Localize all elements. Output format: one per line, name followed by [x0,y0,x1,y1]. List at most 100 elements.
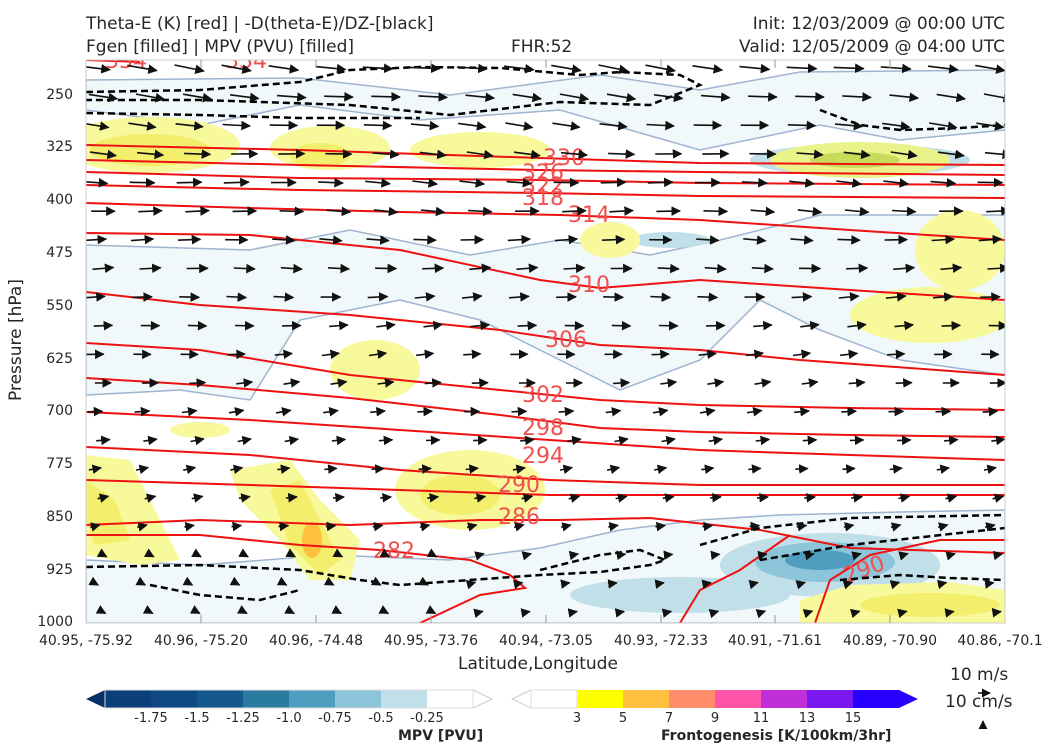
wind-arrow [329,320,349,331]
wind-arrow [181,406,198,417]
mpv-colorbar-title: MPV [PVU] [398,728,484,744]
wind-arrow [229,92,260,103]
wind-arrow [365,178,391,188]
wind-arrow [802,609,814,619]
wind-arrow [461,292,483,302]
wind-arrow [983,464,997,475]
wind-arrow [663,550,674,560]
wind-arrow [654,464,668,475]
wind-arrow [182,92,213,103]
wind-arrow [697,292,719,302]
wind-arrow [419,149,447,160]
wind-arrow [552,121,581,131]
wind-arrow [992,493,1005,503]
wind-arrow [514,522,525,532]
wind-arrow [792,349,812,360]
fgen-colorbar [510,689,918,709]
wind-arrow [367,292,389,302]
wind-arrow [756,492,769,503]
wind-arrow [851,493,864,503]
wind-arrow [885,292,907,302]
contour-label-314: 314 [568,203,610,228]
wind-arrow [227,349,246,360]
wind-arrow [982,406,999,417]
mpv-swatch-8 [427,690,473,708]
wind-arrow [556,292,577,302]
wind-arrow [272,235,296,245]
wind-arrow [791,292,813,302]
wind-arrow [703,206,729,217]
wind-arrow [614,608,626,618]
contour-label-294: 294 [522,444,564,469]
wind-arrow [278,521,290,532]
wind-arrow [605,407,622,417]
wind-arrow [708,608,720,619]
wind-arrow [656,206,682,216]
wind-arrow [237,605,248,615]
wind-arrow [370,576,382,586]
wind-arrow [372,149,400,159]
wind-arrow [562,206,587,216]
wind-arrow [331,435,347,446]
x-tick-5: 40.93, -72.33 [613,633,709,649]
wind-arrow [318,177,344,188]
wind-arrow [458,121,487,131]
wind-arrow [838,292,860,302]
wind-arrow [513,579,524,590]
wind-arrow [941,320,962,331]
wind-arrow [516,263,539,274]
wind-arrow [652,407,669,417]
wind-arrow [880,63,912,74]
wind-arrow [608,149,636,159]
wind-arrow [274,349,294,360]
wind-arrow [787,120,817,131]
y-tick-325: 325 [46,139,73,155]
wind-arrow [750,206,776,217]
wind-arrow [986,206,1005,216]
wind-arrow [380,493,393,503]
fgen-tick-6: 15 [844,711,862,726]
fgen-colorbar-title: Frontogenesis [K/100km/3hr] [661,728,892,744]
wind-arrow [177,234,202,245]
wind-arrow [504,63,535,74]
wind-arrow [653,92,684,103]
wind-arrow [232,206,258,216]
wind-arrow [508,292,530,302]
wind-arrow [332,492,345,503]
wind-arrow [790,235,814,245]
wind-arrow [189,378,207,388]
wind-arrow [701,579,712,589]
y-tick-250: 250 [46,87,73,103]
fgen-tick-2: 7 [664,711,674,726]
wind-arrow [890,149,918,160]
wind-arrow [236,378,254,388]
contour-label-334: 334 [105,49,147,74]
wind-arrow [466,522,478,532]
wind-arrow [558,406,575,417]
wind-arrow [841,406,858,417]
wind-arrow [465,92,496,103]
x-tick-6: 40.91, -71.61 [727,633,823,649]
wind-arrow [563,263,586,274]
wind-arrow [418,576,429,586]
wind-arrow [936,92,967,103]
wind-arrow [268,64,300,74]
wind-arrow [554,234,579,245]
wind-arrow [418,464,432,474]
wind-arrow [459,178,486,188]
wind-arrow [368,349,388,360]
wind-arrow [842,580,854,590]
wind-arrow [991,607,1002,618]
wind-arrow [465,464,479,474]
wind-arrow [646,120,675,131]
x-tick-3: 40.95, -73.76 [383,633,479,649]
wind-arrow [277,464,291,474]
wind-arrow [283,378,301,388]
wind-arrow [284,605,295,615]
wind-arrow [191,548,202,558]
wind-arrow [796,149,824,159]
wind-arrow [846,263,869,274]
wind-arrow [745,349,765,360]
fgen-swatch-2 [577,690,623,708]
wind-arrow [366,235,390,245]
